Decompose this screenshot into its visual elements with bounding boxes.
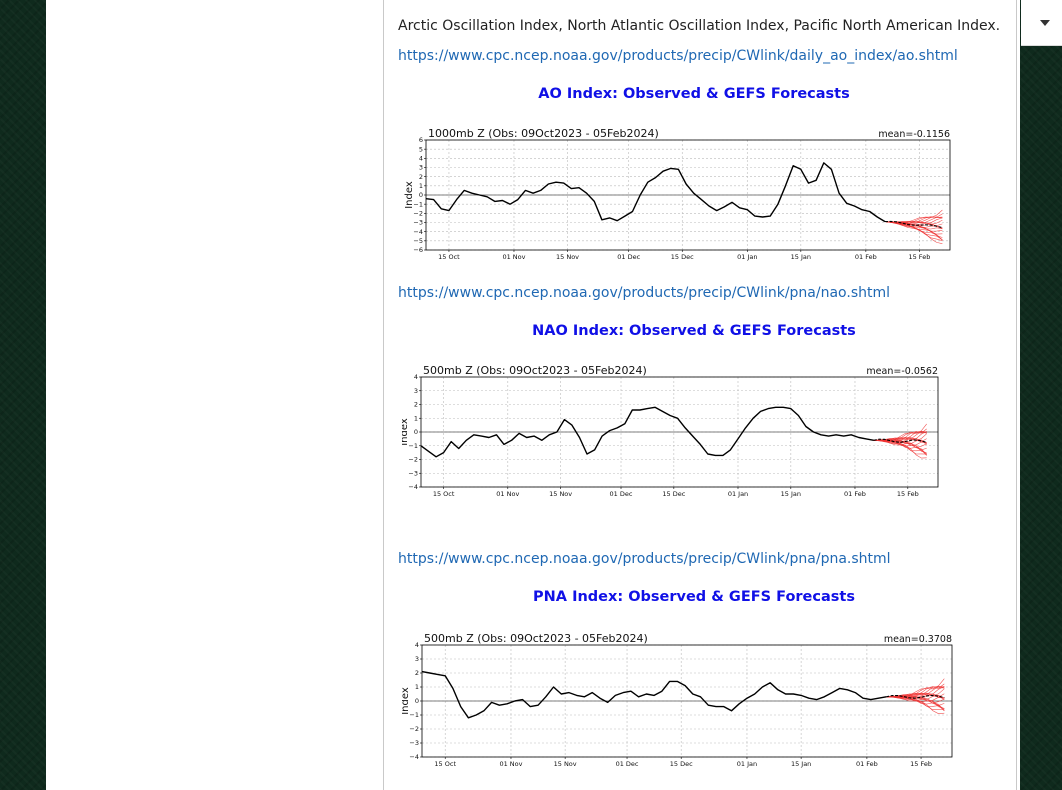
y-axis-label: Index: [402, 687, 411, 715]
y-tick-label: −4: [409, 753, 419, 761]
y-tick-label: −1: [413, 200, 423, 208]
observed-index-line: [425, 162, 886, 223]
y-tick-label: 1: [414, 414, 418, 422]
y-tick-label: −3: [408, 469, 418, 477]
y-tick-label: 0: [414, 428, 418, 436]
x-tick-label: 01 Feb: [844, 490, 866, 498]
y-axis-label: Index: [402, 418, 410, 446]
x-tick-label: 15 Dec: [670, 760, 693, 768]
intro-text: Arctic Oscillation Index, North Atlantic…: [398, 18, 1001, 34]
x-tick-label: 15 Nov: [549, 490, 572, 498]
x-tick-label: 15 Dec: [671, 253, 694, 261]
chart-mean-label: mean=-0.1156: [878, 129, 950, 140]
x-tick-label: 15 Jan: [781, 490, 801, 498]
y-tick-label: 3: [415, 655, 419, 663]
nao-link[interactable]: https://www.cpc.ncep.noaa.gov/products/p…: [398, 285, 891, 301]
nao-chart-svg: −4 −3 −2 −1 0 1 2 3 4 15 Oct 01 Nov 15 Nov 01 Dec 15 …: [402, 364, 939, 498]
x-tick-label: 15 Jan: [791, 253, 811, 261]
x-tick-label: 01 Nov: [496, 490, 519, 498]
x-tick-label: 15 Oct: [434, 760, 456, 768]
dropdown-toggle[interactable]: [1021, 0, 1062, 46]
y-tick-label: 4: [415, 641, 419, 649]
y-tick-label: 4: [419, 155, 423, 163]
y-axis-label: Index: [404, 181, 415, 209]
y-tick-label: 1: [415, 683, 419, 691]
y-tick-label: 4: [414, 373, 418, 381]
observed-index-line: [421, 670, 887, 719]
x-tick-label: 01 Jan: [728, 490, 748, 498]
x-tick-label: 15 Feb: [910, 760, 932, 768]
x-tick-label: 01 Dec: [610, 490, 633, 498]
ao-chart: −6 −5 −4 −3 −2 −1 0 1 2 3 4 5 6 15 Oct 01 Nov 15 Nov 01 …: [402, 122, 952, 264]
y-tick-label: −4: [408, 483, 418, 491]
y-tick-label: 3: [414, 387, 418, 395]
forecast-member-line: [873, 423, 927, 441]
y-tick-label: 6: [419, 136, 423, 144]
x-tick-label: 15 Nov: [554, 760, 577, 768]
y-tick-label: −1: [408, 442, 418, 450]
ao-link[interactable]: https://www.cpc.ncep.noaa.gov/products/p…: [398, 48, 958, 64]
y-tick-label: 0: [415, 697, 419, 705]
y-tick-label: 3: [419, 164, 423, 172]
x-tick-label: 15 Oct: [433, 490, 455, 498]
forecast-member-line: [886, 686, 945, 698]
x-tick-label: 01 Jan: [737, 253, 757, 261]
y-tick-label: −4: [413, 228, 423, 236]
x-tick-label: 01 Nov: [502, 253, 525, 261]
pna-chart-svg: −4 −3 −2 −1 0 1 2 3 4 15 Oct 01 Nov 15 Nov 01 Dec 15 …: [402, 632, 953, 768]
y-tick-label: −2: [409, 725, 419, 733]
x-tick-label: 15 Dec: [662, 490, 685, 498]
chart-subtitle: 500mb Z (Obs: 09Oct2023 - 05Feb2024): [424, 632, 648, 645]
y-tick-label: 2: [414, 401, 418, 409]
x-tick-label: 15 Jan: [791, 760, 811, 768]
y-tick-label: −2: [413, 210, 423, 218]
chevron-down-icon: [1040, 20, 1050, 26]
x-tick-label: 15 Feb: [908, 253, 930, 261]
y-tick-label: −1: [409, 711, 419, 719]
x-tick-label: 01 Nov: [499, 760, 522, 768]
forecast-mean-line: [886, 694, 945, 699]
forecast-mean-line: [884, 220, 943, 229]
x-tick-label: 15 Oct: [438, 253, 460, 261]
y-tick-label: −5: [413, 237, 423, 245]
page-background: Arctic Oscillation Index, North Atlantic…: [46, 0, 1020, 790]
forecast-member-line: [884, 209, 943, 223]
x-tick-label: 01 Jan: [737, 760, 757, 768]
pna-link[interactable]: https://www.cpc.ncep.noaa.gov/products/p…: [398, 551, 891, 567]
nao-chart-title: NAO Index: Observed & GEFS Forecasts: [532, 323, 856, 339]
y-tick-label: −3: [413, 219, 423, 227]
pna-chart: −4 −3 −2 −1 0 1 2 3 4 15 Oct 01 Nov 15 Nov 01 Dec 15 …: [402, 626, 962, 771]
observed-index-line: [420, 406, 874, 458]
x-tick-label: 15 Feb: [897, 490, 919, 498]
y-tick-label: 2: [419, 173, 423, 181]
x-tick-label: 15 Nov: [556, 253, 579, 261]
x-tick-label: 01 Dec: [616, 760, 639, 768]
ao-chart-title: AO Index: Observed & GEFS Forecasts: [538, 86, 850, 102]
y-tick-label: 1: [419, 182, 423, 190]
y-tick-label: 0: [419, 191, 423, 199]
chart-mean-label: mean=0.3708: [884, 634, 952, 645]
y-tick-label: −3: [409, 739, 419, 747]
x-tick-label: 01 Feb: [856, 760, 878, 768]
nao-chart: −4 −3 −2 −1 0 1 2 3 4 15 Oct 01 Nov 15 Nov 01 Dec 15 …: [402, 359, 952, 501]
y-tick-label: 5: [419, 145, 423, 153]
chart-subtitle: 500mb Z (Obs: 09Oct2023 - 05Feb2024): [423, 364, 647, 377]
x-tick-label: 01 Feb: [855, 253, 877, 261]
y-tick-label: −6: [413, 246, 423, 254]
forum-post: Arctic Oscillation Index, North Atlantic…: [383, 0, 1017, 790]
forecast-member-line: [873, 428, 927, 441]
chart-mean-label: mean=-0.0562: [866, 366, 938, 377]
x-tick-label: 01 Dec: [617, 253, 640, 261]
y-tick-label: −2: [408, 456, 418, 464]
chart-subtitle: 1000mb Z (Obs: 09Oct2023 - 05Feb2024): [428, 127, 659, 140]
pna-chart-title: PNA Index: Observed & GEFS Forecasts: [533, 589, 855, 605]
y-tick-label: 2: [415, 669, 419, 677]
